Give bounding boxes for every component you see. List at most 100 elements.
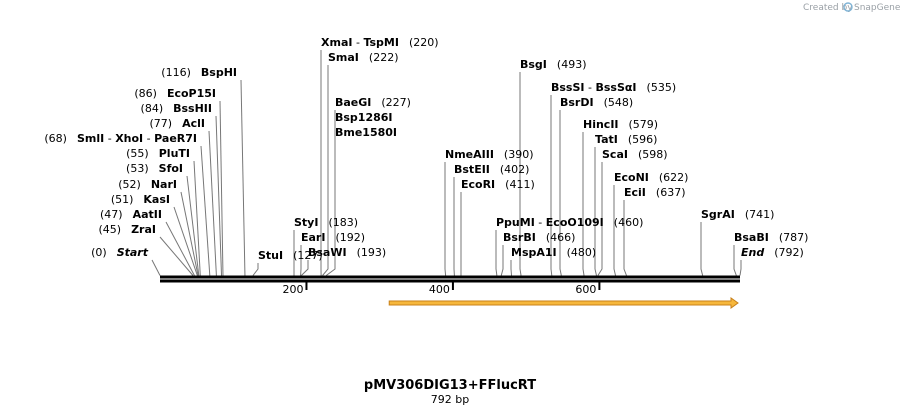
site-label-bsp1286i[interactable]: Bsp1286I: [335, 111, 393, 124]
site-position: (55): [126, 147, 149, 160]
site-position: (596): [628, 133, 658, 146]
site-position: (548): [604, 96, 634, 109]
site-label-smli[interactable]: (68) SmlI - XhoI - PaeR7I: [44, 132, 197, 145]
enzyme-name: BaeGI: [335, 96, 371, 109]
enzyme-name: XmaI: [321, 36, 352, 49]
site-label-end[interactable]: End (792): [741, 246, 804, 259]
enzyme-name: SgrAI: [701, 208, 735, 221]
site-position: (466): [546, 231, 576, 244]
leader-line-mspa1i: [510, 260, 513, 276]
site-position: (741): [745, 208, 775, 221]
site-position: (192): [335, 231, 365, 244]
site-label-pluti[interactable]: (55) PluTI: [126, 147, 190, 160]
plasmid-length: 792 bp: [431, 393, 469, 406]
site-label-bsssi[interactable]: BssSI - BssSαI (535): [551, 81, 676, 94]
site-label-nmeaiii[interactable]: NmeAIII (390): [445, 148, 534, 161]
site-position: (183): [328, 216, 358, 229]
site-label-bsgi[interactable]: BsgI (493): [520, 58, 587, 71]
site-label-bsabi[interactable]: BsaBI (787): [734, 231, 808, 244]
site-position: (792): [774, 246, 804, 259]
enzyme-name: BspHI: [201, 66, 237, 79]
site-label-xmai[interactable]: XmaI - TspMI (220): [321, 36, 439, 49]
site-label-sgrai[interactable]: SgrAI (741): [701, 208, 774, 221]
site-position: (579): [629, 118, 659, 131]
enzyme-name: Bme1580I: [335, 126, 397, 139]
leader-line-nmeaiii: [444, 162, 447, 276]
site-label-ppumi[interactable]: PpuMI - EcoO109I (460): [496, 216, 643, 229]
plasmid-name: pMV306DIG13+FFlucRT: [364, 378, 536, 393]
enzyme-name: TatI: [595, 133, 618, 146]
site-label-psshii[interactable]: (84) BssHII: [141, 102, 212, 115]
feature-arrow-shape[interactable]: [388, 297, 739, 309]
enzyme-separator: -: [104, 132, 115, 145]
enzyme-name: PluTI: [159, 147, 190, 160]
site-label-styi[interactable]: StyI (183): [294, 216, 358, 229]
leader-line-bsrbi: [500, 245, 504, 276]
site-label-bme1580i[interactable]: Bme1580I: [335, 126, 397, 139]
enzyme-name: BsrBI: [503, 231, 536, 244]
site-position: (86): [134, 87, 157, 100]
site-position: (220): [409, 36, 439, 49]
site-position: (51): [111, 193, 134, 206]
leader-line-bsabi: [733, 245, 737, 276]
leader-line-zrai: [159, 236, 194, 276]
site-position: (45): [98, 223, 121, 236]
leader-line-smai: [322, 65, 329, 276]
site-label-stui[interactable]: StuI (127): [258, 249, 323, 262]
site-label-hincii[interactable]: HincII (579): [583, 118, 658, 131]
enzyme-separator: -: [585, 81, 596, 94]
enzyme-name: AclI: [182, 117, 205, 130]
site-label-kasi[interactable]: (51) KasI: [111, 193, 170, 206]
site-label-nari[interactable]: (52) NarI: [118, 178, 177, 191]
site-label-scai[interactable]: ScaI (598): [602, 148, 668, 161]
site-label-start[interactable]: (0) Start: [91, 246, 149, 259]
site-position: (116): [161, 66, 191, 79]
site-label-eari[interactable]: EarI (192): [301, 231, 365, 244]
leader-line-kasi: [173, 206, 198, 276]
site-label-bsphi[interactable]: (116) BspHI: [161, 66, 237, 79]
leader-line-bsgi: [519, 72, 522, 276]
site-position: (402): [500, 163, 530, 176]
leader-line-tati: [594, 147, 597, 276]
snapgene-logo-icon: [843, 2, 853, 12]
tick-label-400: 400: [429, 283, 450, 296]
site-label-mspa1i[interactable]: MspA1I (480): [511, 246, 596, 259]
site-label-acli[interactable]: (77) AclI: [150, 117, 206, 130]
site-label-tati[interactable]: TatI (596): [595, 133, 657, 146]
site-label-ecop15i[interactable]: (86) EcoP15I: [134, 87, 216, 100]
feature-arrow[interactable]: [388, 297, 739, 309]
leader-line-nari: [180, 191, 199, 276]
site-labels: (0) Start (45) ZraI (47) AatII (51) KasI (52) Nar…: [44, 36, 808, 262]
leader-lines: [151, 50, 742, 276]
site-label-baegi[interactable]: BaeGI (227): [335, 96, 411, 109]
tick-label-600: 600: [575, 283, 596, 296]
site-label-bsrdi[interactable]: BsrDI (548): [560, 96, 633, 109]
enzyme-name: TspMI: [363, 36, 399, 49]
site-position: (787): [779, 231, 809, 244]
leader-line-ppumi: [495, 230, 498, 276]
leader-line-sgrai: [700, 222, 704, 276]
site-position: (622): [659, 171, 689, 184]
site-label-aatii[interactable]: (47) AatII: [100, 208, 162, 221]
site-position: (535): [647, 81, 677, 94]
site-label-bsawi[interactable]: BsaWI (193): [308, 246, 386, 259]
leader-line-baegi: [325, 110, 336, 276]
enzyme-name: BsaBI: [734, 231, 769, 244]
site-label-ecii[interactable]: EciI (637): [624, 186, 686, 199]
tick-label-200: 200: [282, 283, 303, 296]
enzyme-name: EciI: [624, 186, 646, 199]
site-label-zrai[interactable]: (45) ZraI: [98, 223, 156, 236]
site-label-smai[interactable]: SmaI (222): [328, 51, 399, 64]
leader-line-hincii: [582, 132, 585, 276]
site-label-ecori[interactable]: EcoRI (411): [461, 178, 535, 191]
site-label-sfoi[interactable]: (53) SfoI: [126, 162, 183, 175]
site-label-bsrbi[interactable]: BsrBI (466): [503, 231, 575, 244]
enzyme-name: End: [741, 246, 764, 259]
site-label-econi[interactable]: EcoNI (622): [614, 171, 688, 184]
enzyme-name: BstEII: [454, 163, 490, 176]
enzyme-name: SmaI: [328, 51, 359, 64]
enzyme-name: ScaI: [602, 148, 628, 161]
site-position: (68): [44, 132, 67, 145]
site-label-bsteii[interactable]: BstEII (402): [454, 163, 529, 176]
site-position: (222): [369, 51, 399, 64]
